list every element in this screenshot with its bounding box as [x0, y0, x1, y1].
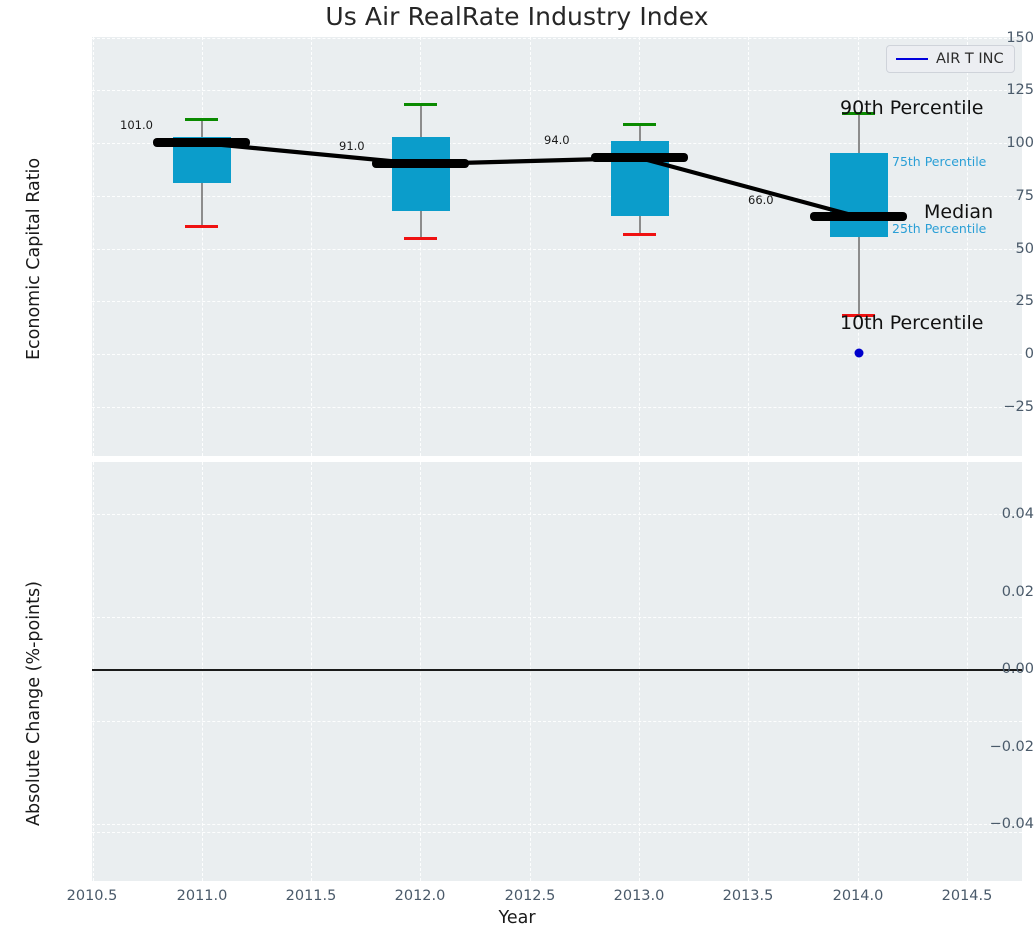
gridline-x-2011	[202, 37, 203, 456]
xtick-2013: 2013.0	[613, 888, 665, 904]
gridline-x2-2010p5	[92, 462, 94, 881]
annotation-75th-percentile: 75th Percentile	[892, 154, 987, 169]
median-value-2014: 66.0	[748, 193, 774, 207]
median-value-2013: 94.0	[544, 133, 570, 147]
ylabel-absolute-change: Absolute Change (%-points)	[24, 581, 44, 826]
ytick-top-50: 50	[1015, 241, 1034, 257]
ytick-top-150: 150	[1006, 29, 1034, 46]
legend-line-icon	[896, 58, 928, 60]
ytick-top-125: 125	[1006, 82, 1034, 98]
gridline-x-2012p5	[530, 37, 531, 456]
ytick-top-100: 100	[1006, 135, 1034, 151]
xtick-2010p5: 2010.5	[66, 888, 118, 904]
xtick-2013p5: 2013.5	[722, 888, 774, 904]
median-bar-2012	[372, 159, 469, 168]
annotation-25th-percentile: 25th Percentile	[892, 221, 987, 236]
legend[interactable]: AIR T INC	[886, 45, 1015, 73]
gridline-x2-2013	[639, 462, 640, 881]
gridline-y-25	[92, 301, 1022, 302]
gridline-x-2011p5	[311, 37, 312, 456]
gridline-y-150	[92, 37, 1022, 39]
gridline-y2-0p02	[92, 617, 1022, 618]
ytick-top-25: 25	[1015, 293, 1034, 309]
gridline-y2-minus0p02	[92, 824, 1022, 825]
xtick-2012p5: 2012.5	[504, 888, 556, 904]
xtick-2011p5: 2011.5	[285, 888, 337, 904]
gridline-y2-minus0p04-a	[92, 832, 1022, 833]
ytick-top-0: 0	[1024, 346, 1034, 362]
p90-cap-2013	[623, 122, 656, 126]
p10-cap-2012	[404, 237, 437, 241]
p10-cap-2011	[185, 225, 218, 229]
median-value-2011: 101.0	[120, 118, 153, 132]
annotation-median: Median	[924, 201, 994, 223]
p90-cap-2012	[404, 102, 437, 106]
page-title: Us Air RealRate Industry Index	[325, 2, 709, 31]
ytick-bottom-0p00: 0.00	[1001, 661, 1034, 677]
xtick-2014p5: 2014.5	[941, 888, 993, 904]
ytick-bottom-0p04: 0.04	[1001, 506, 1034, 522]
xlabel-year: Year	[498, 908, 536, 928]
axes-absolute-change	[92, 462, 1022, 881]
p90-cap-2011	[185, 117, 218, 121]
gridline-y-0	[92, 354, 1022, 355]
gridline-x-2013	[639, 37, 640, 456]
gridline-x-2012	[420, 37, 421, 456]
ytick-bottom-minus0p02: −0.02	[989, 739, 1034, 755]
gridline-y-50	[92, 249, 1022, 250]
xtick-2012: 2012.0	[394, 888, 446, 904]
gridline-y2-0p00	[92, 721, 1022, 722]
p10-cap-2013	[623, 233, 656, 237]
gridline-x2-2013p5	[748, 462, 749, 881]
gridline-x2-2011p5	[311, 462, 312, 881]
median-value-2012: 91.0	[339, 139, 365, 153]
ytick-bottom-minus0p04: −0.04	[989, 816, 1034, 832]
gridline-x2-2014	[858, 462, 859, 881]
zero-reference-line	[92, 669, 1022, 671]
xtick-2014: 2014.0	[832, 888, 884, 904]
box-2012	[392, 137, 450, 211]
xtick-2011: 2011.0	[176, 888, 228, 904]
gridline-y-minus25	[92, 407, 1022, 408]
gridline-y2-0p04	[92, 514, 1022, 515]
legend-label-air-t-inc: AIR T INC	[936, 51, 1004, 67]
ytick-top-75: 75	[1015, 188, 1034, 204]
annotation-90th-percentile: 90th Percentile	[840, 97, 984, 119]
median-bar-2014	[810, 212, 907, 221]
axes-economic-capital-ratio: 101.0 91.0 94.0 66.0 90th Percentile 75t…	[92, 37, 1022, 456]
gridline-x-2013p5	[748, 37, 749, 456]
median-bar-2011	[153, 138, 250, 147]
gridline-x2-2012p5	[530, 462, 531, 881]
series-marker-air-t-inc	[854, 348, 864, 358]
gridline-x2-2012	[420, 462, 421, 881]
ylabel-economic-capital-ratio: Economic Capital Ratio	[24, 157, 44, 360]
p10-cap-2014	[842, 314, 875, 318]
ytick-bottom-0p02: 0.02	[1001, 584, 1034, 600]
median-bar-2013	[591, 153, 688, 162]
p90-cap-2014	[842, 111, 875, 115]
gridline-x-2010p5	[92, 37, 94, 456]
annotation-10th-percentile: 10th Percentile	[840, 312, 984, 334]
gridline-x2-2011	[202, 462, 203, 881]
ytick-top-minus25: −25	[1003, 399, 1034, 415]
box-2014	[830, 153, 888, 237]
gridline-y-125	[92, 90, 1022, 91]
